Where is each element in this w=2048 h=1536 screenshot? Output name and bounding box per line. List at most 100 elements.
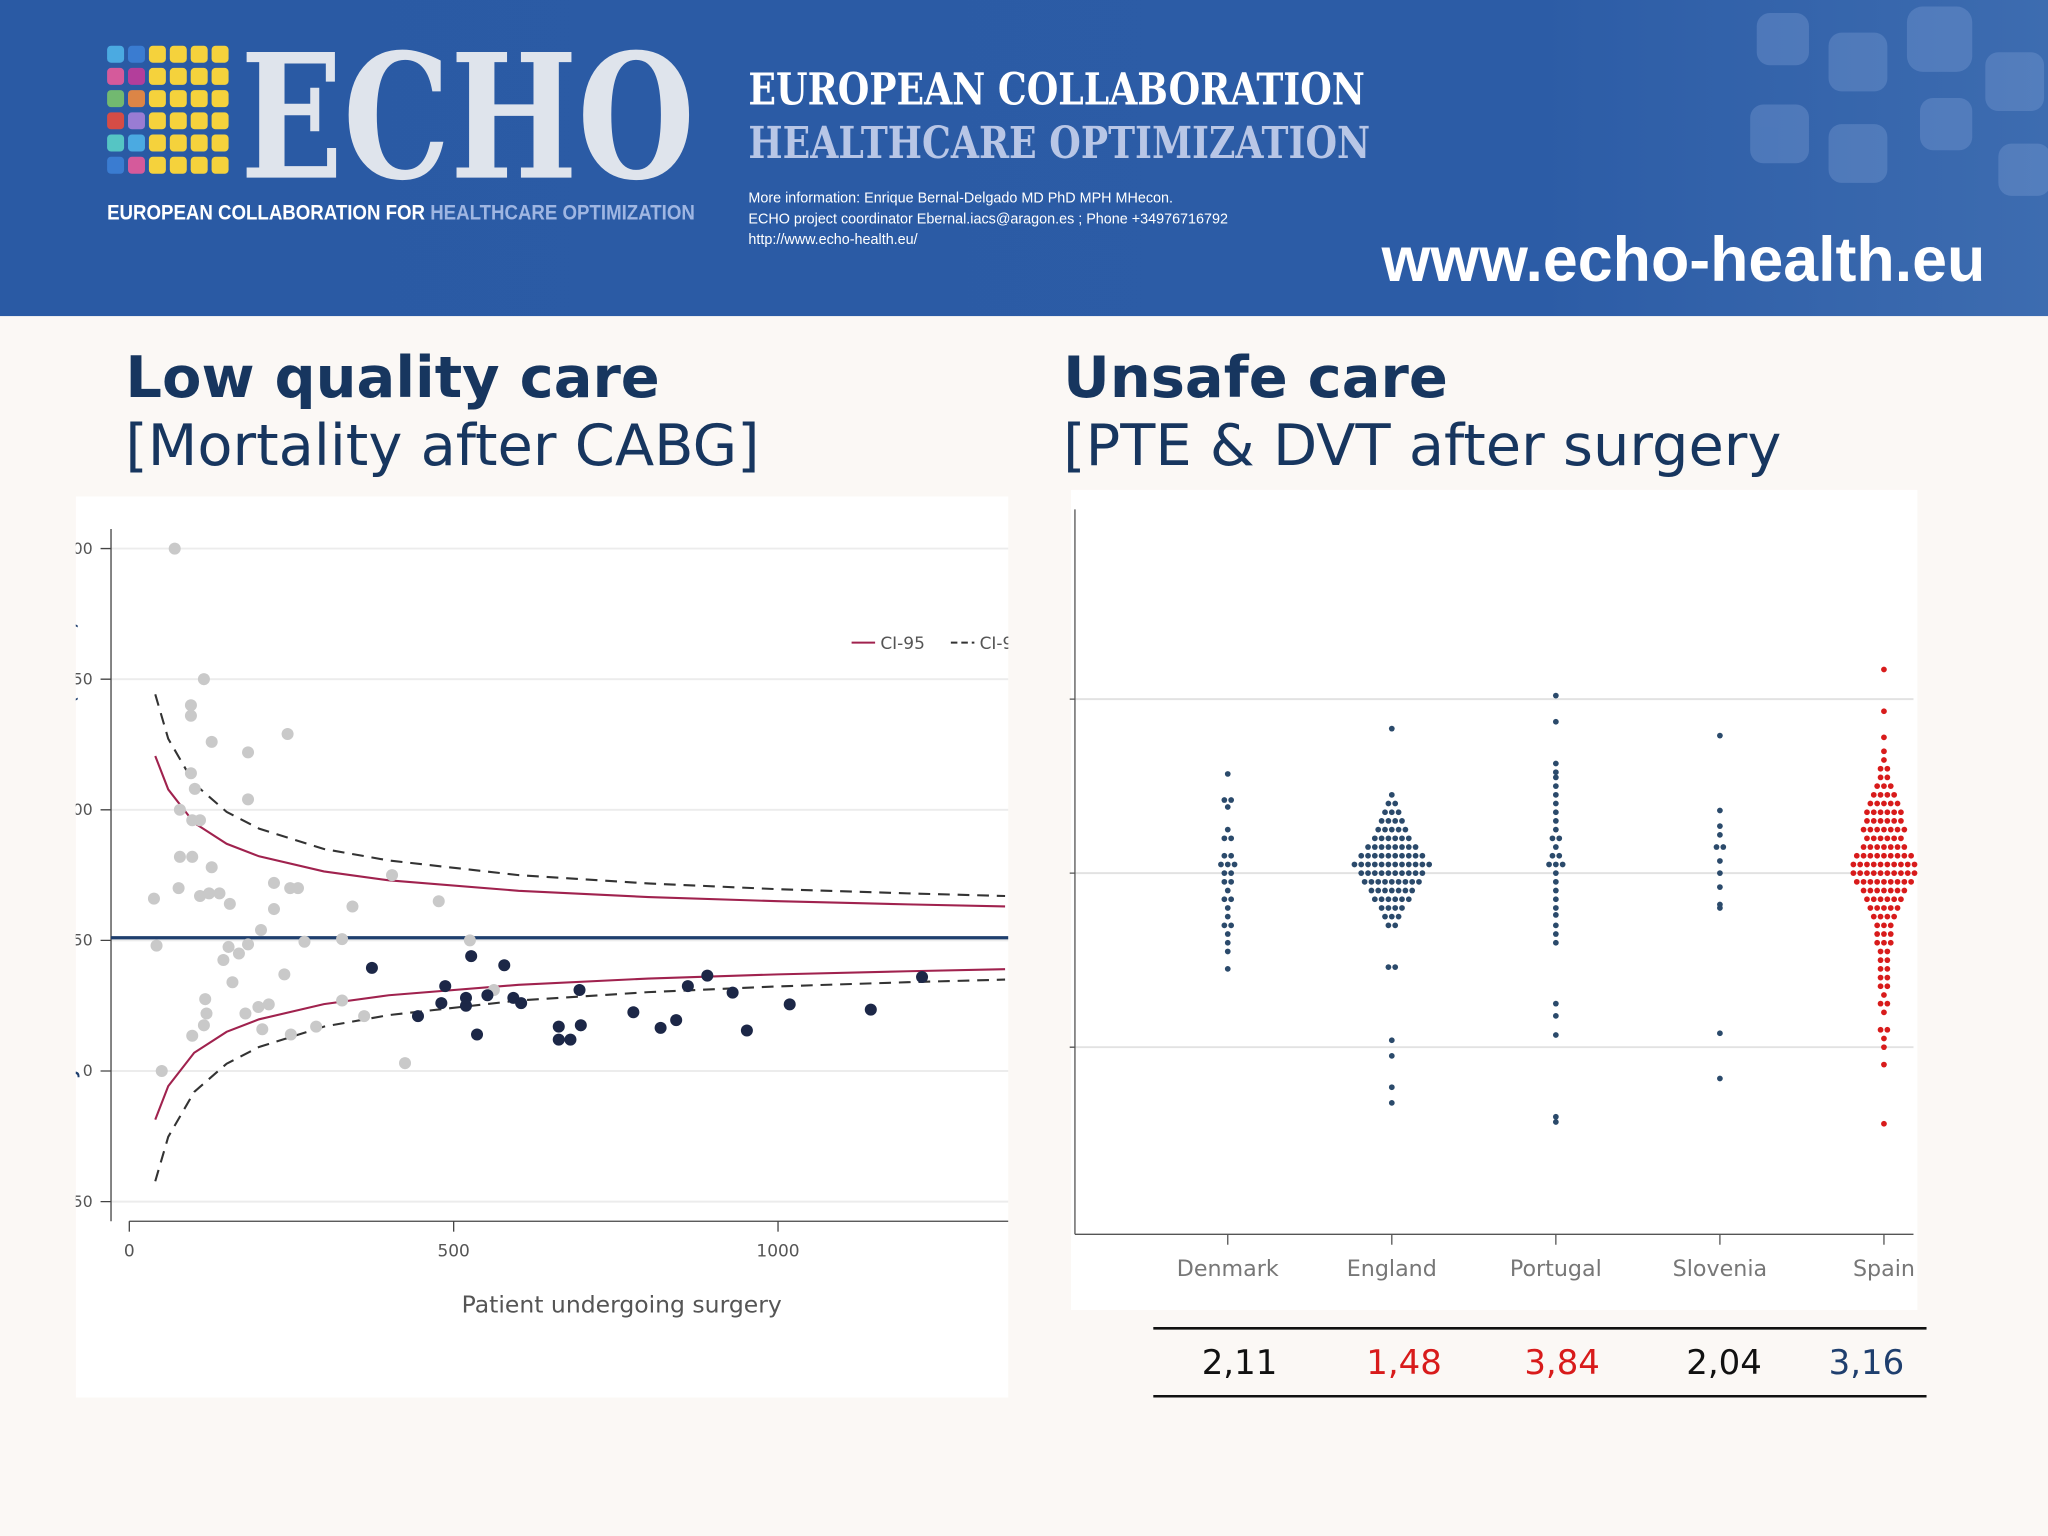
data-point	[1419, 870, 1426, 877]
data-point	[1870, 809, 1877, 816]
data-point	[1392, 818, 1399, 824]
data-point	[399, 1057, 412, 1070]
data-point	[1228, 797, 1235, 803]
data-point	[1385, 852, 1392, 859]
ci-line	[154, 978, 1006, 1182]
logo-square	[190, 90, 208, 108]
logo-square	[128, 67, 145, 85]
data-point	[1874, 844, 1881, 850]
data-point	[1375, 887, 1382, 894]
data-point	[1894, 826, 1901, 833]
data-point	[1891, 870, 1898, 877]
logo-square	[148, 112, 166, 130]
data-point	[232, 947, 245, 960]
tagline-part: EUROPEAN COLLABORATION FOR	[107, 201, 430, 224]
data-point	[740, 1024, 753, 1037]
data-point	[1552, 844, 1559, 850]
data-point	[222, 940, 235, 953]
data-point	[1911, 861, 1918, 868]
data-point	[1228, 870, 1235, 877]
data-point	[1870, 818, 1877, 824]
data-point	[552, 1020, 565, 1033]
data-point	[1385, 964, 1392, 970]
data-point	[1857, 870, 1864, 877]
data-point	[1850, 870, 1857, 877]
data-point	[1908, 852, 1914, 859]
data-point	[267, 876, 280, 889]
data-point	[1881, 844, 1887, 850]
data-point	[1224, 861, 1231, 868]
data-point	[1409, 887, 1416, 894]
data-point	[1901, 887, 1908, 894]
data-point	[1224, 931, 1231, 937]
data-point	[1874, 878, 1881, 885]
table-cell: 1,48	[1366, 1343, 1442, 1383]
data-point	[1898, 896, 1904, 903]
data-point	[1559, 861, 1566, 868]
data-point	[1867, 887, 1874, 894]
data-point	[1877, 835, 1884, 842]
data-point	[1552, 774, 1559, 781]
x-tick-label: Portugal	[1510, 1256, 1602, 1282]
data-point	[1887, 878, 1894, 885]
table-cell: 3,84	[1524, 1343, 1600, 1383]
data-point	[1870, 791, 1877, 798]
data-point	[1385, 835, 1392, 842]
logo-square	[107, 112, 125, 130]
data-point	[1221, 896, 1228, 903]
data-point	[1402, 887, 1409, 894]
data-point	[1850, 861, 1857, 868]
url: www.echo-health.eu	[1381, 225, 1986, 295]
data-point	[481, 989, 494, 1002]
data-point	[552, 1033, 565, 1046]
data-point	[1552, 791, 1559, 798]
data-point	[365, 961, 378, 974]
data-point	[1371, 835, 1378, 842]
data-point	[573, 984, 586, 997]
info-line: ECHO project coordinator Ebernal.iacs@ar…	[748, 211, 1228, 227]
data-point	[262, 998, 275, 1011]
data-point	[1870, 835, 1877, 842]
logo-square	[211, 67, 229, 85]
data-point	[1874, 905, 1881, 911]
data-point	[1365, 870, 1371, 877]
data-point	[1881, 1061, 1887, 1068]
data-point	[1371, 861, 1378, 868]
data-point	[184, 767, 197, 780]
y-tick-label: .750	[58, 669, 93, 688]
data-point	[1426, 861, 1433, 868]
data-point	[1884, 870, 1891, 877]
data-point	[1228, 835, 1235, 842]
data-point	[291, 882, 304, 895]
data-point	[1713, 844, 1720, 850]
data-point	[1549, 835, 1556, 842]
data-point	[1904, 870, 1911, 877]
data-point	[386, 869, 399, 882]
data-point	[1860, 826, 1867, 833]
table-cell: 2,11	[1202, 1343, 1278, 1383]
data-point	[1884, 861, 1891, 868]
data-point	[435, 997, 448, 1010]
x-tick-label: 1000	[756, 1241, 799, 1261]
data-point	[1375, 878, 1382, 885]
data-point	[471, 1028, 484, 1041]
data-point	[1717, 831, 1723, 838]
logo-square	[169, 45, 187, 63]
data-point	[1884, 818, 1891, 824]
data-point	[1877, 896, 1884, 903]
data-point	[1385, 844, 1392, 850]
data-point	[1221, 797, 1228, 803]
data-point	[197, 673, 210, 686]
logo-square	[211, 134, 229, 152]
data-point	[1552, 783, 1559, 789]
data-point	[1874, 939, 1881, 946]
data-point	[1884, 1026, 1891, 1033]
data-point	[1864, 861, 1870, 868]
data-point	[1358, 861, 1365, 868]
data-point	[1399, 852, 1405, 859]
data-point	[1881, 666, 1887, 673]
data-point	[916, 970, 929, 983]
data-point	[1365, 852, 1371, 859]
data-point	[1399, 905, 1405, 911]
